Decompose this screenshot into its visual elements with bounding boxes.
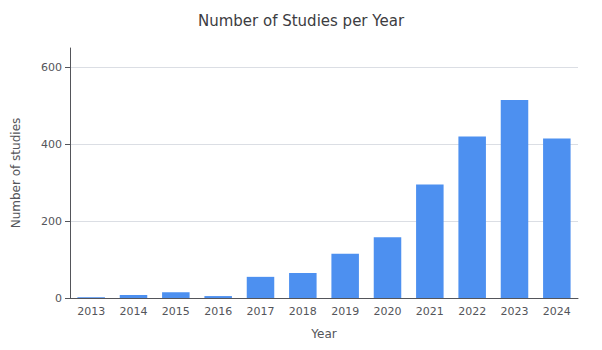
svg-text:2022: 2022	[458, 305, 486, 318]
svg-text:600: 600	[41, 61, 62, 74]
svg-text:2015: 2015	[162, 305, 190, 318]
svg-text:2021: 2021	[416, 305, 444, 318]
svg-text:2017: 2017	[247, 305, 275, 318]
svg-text:2024: 2024	[543, 305, 571, 318]
svg-text:2020: 2020	[374, 305, 402, 318]
svg-text:2016: 2016	[204, 305, 232, 318]
svg-text:2018: 2018	[289, 305, 317, 318]
svg-text:Year: Year	[310, 327, 336, 341]
svg-text:Number of Studies per Year: Number of Studies per Year	[198, 12, 405, 30]
svg-text:2019: 2019	[331, 305, 359, 318]
svg-text:200: 200	[41, 215, 62, 228]
svg-text:0: 0	[55, 292, 62, 305]
svg-text:400: 400	[41, 138, 62, 151]
svg-text:2014: 2014	[120, 305, 148, 318]
svg-text:2013: 2013	[77, 305, 105, 318]
svg-text:Number of studies: Number of studies	[9, 118, 23, 229]
svg-text:2023: 2023	[501, 305, 529, 318]
